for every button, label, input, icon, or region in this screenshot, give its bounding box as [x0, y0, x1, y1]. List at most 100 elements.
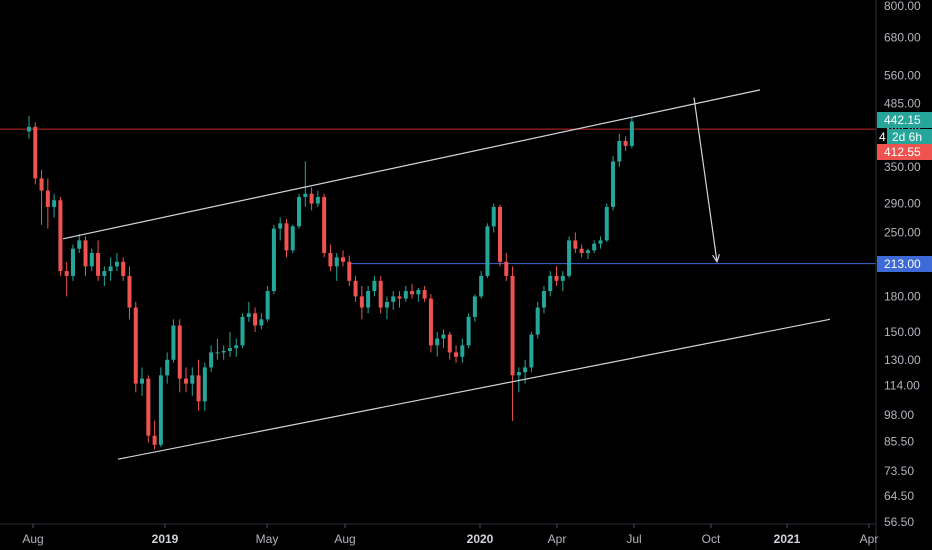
candle-body [284, 223, 289, 251]
candle-body [384, 301, 389, 308]
candle-body [140, 378, 145, 384]
y-tick-label: 64.50 [884, 489, 914, 503]
candle-body [202, 367, 207, 402]
candle-body [184, 378, 188, 384]
candle [422, 285, 427, 302]
candle [33, 122, 38, 185]
forecast-arrow-line[interactable] [693, 97, 718, 262]
candle-body [341, 257, 345, 262]
candle-body [498, 206, 502, 262]
candle-body [221, 350, 226, 353]
candle-body [504, 261, 509, 276]
y-tick-label: 98.00 [884, 408, 914, 422]
candle-body [246, 313, 251, 317]
y-tick-label: 114.00 [884, 378, 920, 392]
candle [347, 255, 352, 286]
time-axis[interactable]: Aug 2019 May Aug 2020 Apr Jul Oct 2021 Apr [0, 523, 879, 546]
candle-body [410, 291, 415, 295]
candle-body [554, 275, 559, 281]
candle [89, 248, 94, 272]
candle-body [322, 196, 327, 253]
candle [58, 196, 63, 276]
candle [384, 296, 389, 320]
candle-body [328, 252, 333, 267]
candle [366, 285, 371, 314]
candle [315, 190, 320, 207]
y-tick-label: 130.00 [884, 353, 921, 367]
y-tick-label: 290.00 [884, 197, 921, 211]
candle [240, 313, 245, 349]
candle [64, 261, 69, 297]
candle-body [397, 296, 402, 299]
candle [510, 266, 515, 421]
x-tick-label: 2019 [152, 532, 179, 546]
candle-body [529, 334, 534, 368]
candle-body [158, 375, 163, 445]
candle [579, 244, 584, 258]
candle-body [617, 140, 622, 162]
candle [152, 420, 157, 450]
candle [328, 244, 333, 272]
forecast-arrow-head [712, 254, 721, 264]
candle [265, 285, 270, 322]
candle [196, 359, 201, 411]
candle [428, 294, 433, 353]
x-tick-label: Apr [860, 532, 879, 546]
candle [322, 193, 327, 258]
candle [359, 285, 364, 320]
candle [485, 223, 490, 278]
candle-body [604, 206, 609, 241]
candle [435, 331, 440, 357]
candle-body [114, 261, 119, 267]
upper-trendline[interactable] [62, 89, 761, 240]
candle-body [416, 290, 421, 295]
candle-body [510, 275, 515, 376]
price-tag-cover [877, 129, 887, 145]
candle [567, 236, 572, 278]
candle [460, 338, 465, 363]
candle [165, 352, 170, 384]
candle [158, 367, 163, 448]
candle-body [347, 261, 352, 281]
candle [121, 257, 126, 281]
candle [403, 285, 408, 302]
candle-body [64, 271, 69, 276]
candle-body [278, 223, 283, 229]
lower-trendline[interactable] [117, 318, 831, 460]
x-tick-label: Aug [22, 532, 43, 546]
candle [290, 224, 295, 253]
candle [297, 193, 302, 229]
price-tag-bg [877, 256, 932, 272]
candle-body [491, 206, 496, 227]
candle [548, 271, 553, 297]
candle-body [152, 435, 157, 445]
candle-body [196, 375, 201, 402]
candle [209, 345, 214, 373]
y-tick-label: 250.00 [884, 225, 921, 239]
candle [140, 367, 145, 396]
candle-body [334, 257, 339, 267]
candle-body [516, 372, 521, 376]
y-tick-label: 56.50 [884, 515, 914, 529]
x-tick-label: Aug [334, 532, 355, 546]
candle-body [466, 316, 471, 346]
candle [177, 319, 182, 393]
candle-body [89, 252, 94, 267]
candle [39, 169, 44, 225]
candle-body [472, 296, 477, 317]
candle [127, 266, 132, 320]
candle-body [611, 161, 616, 207]
x-tick-label: 2021 [774, 532, 801, 546]
candle [96, 240, 101, 281]
candle-body [39, 178, 44, 191]
candle-body [353, 280, 358, 297]
candle [227, 331, 232, 357]
candle-body [234, 345, 239, 349]
price-tag-bg [877, 144, 932, 160]
x-tick-label: Apr [548, 532, 567, 546]
candles [27, 115, 634, 450]
candle [416, 287, 421, 302]
